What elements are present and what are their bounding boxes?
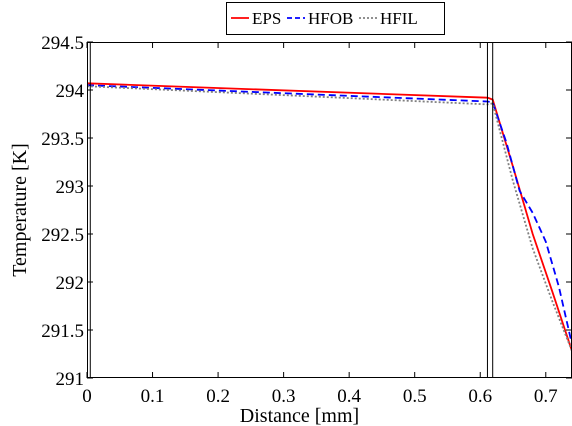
axis-ticks: 0 0.1 0.2 0.3 0.4 0.5 0.6 0.7 291 291.5 292 292.5 29… (41, 33, 572, 407)
series-line-eps (87, 82, 572, 352)
legend: EPS HFOB HFIL (226, 2, 445, 35)
legend-label-hfob: HFOB (308, 9, 353, 28)
x-tick-label: 0.2 (206, 386, 230, 407)
x-tick-label: 0.7 (534, 386, 558, 407)
legend-label-eps: EPS (252, 9, 281, 28)
y-tick-label: 291.5 (41, 321, 84, 342)
x-tick-label: 0.1 (141, 386, 165, 407)
y-tick-label: 292 (56, 273, 85, 294)
series-layer (87, 82, 572, 352)
x-tick-label: 0 (82, 386, 92, 407)
y-tick-label: 293.5 (41, 129, 84, 150)
series-line-hfob (87, 84, 572, 345)
y-axis-label: Temperature [K] (9, 143, 31, 277)
series-line-hfil (87, 85, 572, 352)
x-tick-label: 0.3 (272, 386, 296, 407)
y-tick-label: 291 (56, 369, 85, 390)
legend-label-hfil: HFIL (380, 9, 418, 28)
x-tick-label: 0.5 (403, 386, 427, 407)
y-tick-label: 293 (56, 177, 85, 198)
y-tick-label: 294.5 (41, 33, 84, 54)
y-tick-label: 294 (56, 81, 85, 102)
x-tick-label: 0.4 (337, 386, 361, 407)
vertical-markers (89, 42, 494, 378)
y-tick-label: 292.5 (41, 225, 84, 246)
x-tick-label: 0.6 (468, 386, 492, 407)
legend-box (226, 2, 445, 35)
x-axis-label: Distance [mm] (240, 405, 359, 426)
